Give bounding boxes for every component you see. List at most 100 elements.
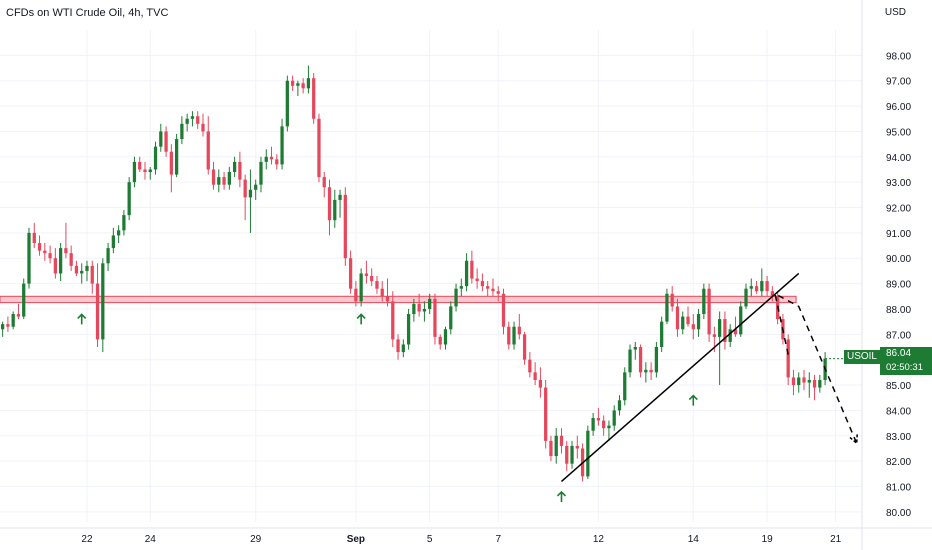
candle-body bbox=[797, 377, 801, 386]
candle-body bbox=[660, 321, 664, 348]
candle-body bbox=[301, 83, 305, 89]
candle-body bbox=[549, 440, 553, 457]
up-arrow-icon bbox=[77, 313, 87, 325]
x-tick-label: 5 bbox=[427, 534, 433, 545]
candle-body bbox=[733, 329, 738, 335]
candle-body bbox=[190, 116, 195, 119]
candle-body bbox=[739, 306, 743, 335]
candle-body bbox=[264, 156, 268, 162]
candle-body bbox=[686, 316, 690, 325]
x-tick-label: 22 bbox=[81, 534, 93, 545]
candle-body bbox=[675, 306, 680, 330]
candle-body bbox=[486, 286, 490, 289]
candle-body bbox=[232, 161, 237, 173]
resistance-zone-rect bbox=[0, 295, 797, 304]
candle-body bbox=[438, 336, 442, 345]
candle-body bbox=[343, 194, 347, 259]
support-trendline bbox=[560, 272, 800, 482]
candle-body bbox=[496, 291, 500, 294]
candle-body bbox=[818, 379, 822, 388]
candle-body bbox=[718, 319, 722, 337]
candle-body bbox=[507, 326, 511, 345]
candle-body bbox=[449, 306, 453, 330]
candle-body bbox=[628, 349, 632, 373]
candle-body bbox=[101, 263, 105, 340]
candle-body bbox=[417, 303, 421, 312]
candle-body bbox=[211, 169, 216, 185]
y-tick-label: 94.00 bbox=[886, 153, 911, 164]
candle-body bbox=[517, 326, 521, 335]
candle-body bbox=[85, 265, 89, 271]
y-tick-label: 95.00 bbox=[886, 127, 911, 138]
candle-body bbox=[433, 298, 437, 337]
candle-body bbox=[217, 177, 221, 185]
candle-body bbox=[153, 146, 158, 170]
candle-body bbox=[638, 347, 643, 373]
candle-body bbox=[206, 131, 210, 170]
candle-body bbox=[380, 288, 384, 297]
candle-body bbox=[670, 293, 674, 307]
candle-body bbox=[1, 324, 5, 330]
x-tick-label: 29 bbox=[250, 534, 262, 545]
candle-body bbox=[132, 161, 137, 183]
y-tick-label: 96.00 bbox=[886, 102, 911, 113]
projection-arrowhead bbox=[849, 434, 858, 445]
candle-body bbox=[275, 159, 279, 165]
candle-body bbox=[744, 288, 748, 307]
up-arrow-icon bbox=[556, 490, 567, 502]
candle-body bbox=[649, 369, 653, 373]
candle-body bbox=[95, 283, 100, 340]
candle-body bbox=[127, 182, 131, 216]
candle-body bbox=[702, 288, 706, 315]
chart-grid bbox=[0, 30, 862, 522]
candle-body bbox=[475, 278, 479, 282]
candle-body bbox=[180, 123, 184, 140]
candle-body bbox=[312, 78, 316, 119]
candle-body bbox=[222, 177, 226, 185]
currency-label: USD bbox=[884, 7, 906, 18]
candle-body bbox=[770, 291, 775, 297]
candle-body bbox=[69, 253, 73, 266]
candle-body bbox=[32, 232, 36, 244]
candle-body bbox=[760, 281, 764, 292]
candle-body bbox=[159, 131, 163, 147]
candle-body bbox=[290, 80, 295, 86]
candle-body bbox=[90, 265, 94, 284]
candle-body bbox=[201, 123, 205, 132]
candle-body bbox=[623, 372, 627, 401]
candle-body bbox=[602, 420, 606, 429]
y-tick-label: 90.00 bbox=[886, 254, 911, 265]
y-tick-label: 93.00 bbox=[886, 178, 911, 189]
price-axis[interactable]: 98.00 97.00 96.00 95.00 94.00 93.00 92.00 91.00… bbox=[861, 0, 911, 550]
y-tick-label: 83.00 bbox=[886, 432, 911, 443]
candle-body bbox=[58, 248, 63, 274]
candle-body bbox=[185, 118, 189, 124]
candle-body bbox=[6, 324, 10, 327]
candle-body bbox=[106, 248, 110, 264]
candle-body bbox=[53, 258, 57, 274]
candle-body bbox=[691, 324, 695, 330]
candle-body bbox=[459, 286, 463, 289]
up-arrow-icon bbox=[688, 394, 698, 406]
y-tick-label: 92.00 bbox=[886, 204, 911, 215]
candle-body bbox=[533, 372, 537, 380]
candle-body bbox=[254, 184, 258, 190]
time-axis[interactable]: 22 24 29 Sep 5 7 12 14 19 21 bbox=[0, 527, 932, 545]
candle-body bbox=[364, 273, 369, 276]
candle-body bbox=[586, 430, 590, 477]
candle-body bbox=[470, 260, 474, 279]
x-tick-label: 19 bbox=[762, 534, 774, 545]
candle-body bbox=[480, 281, 485, 287]
candles bbox=[1, 65, 827, 482]
x-tick-label: 7 bbox=[495, 534, 501, 545]
y-tick-label: 89.00 bbox=[886, 280, 911, 291]
candle-body bbox=[607, 425, 611, 429]
x-tick-label: 12 bbox=[593, 534, 605, 545]
candle-body bbox=[812, 379, 817, 388]
candle-body bbox=[22, 283, 26, 317]
candle-body bbox=[138, 161, 142, 170]
candle-body bbox=[570, 445, 574, 464]
candle-body bbox=[491, 288, 495, 292]
candle-body bbox=[765, 281, 769, 292]
